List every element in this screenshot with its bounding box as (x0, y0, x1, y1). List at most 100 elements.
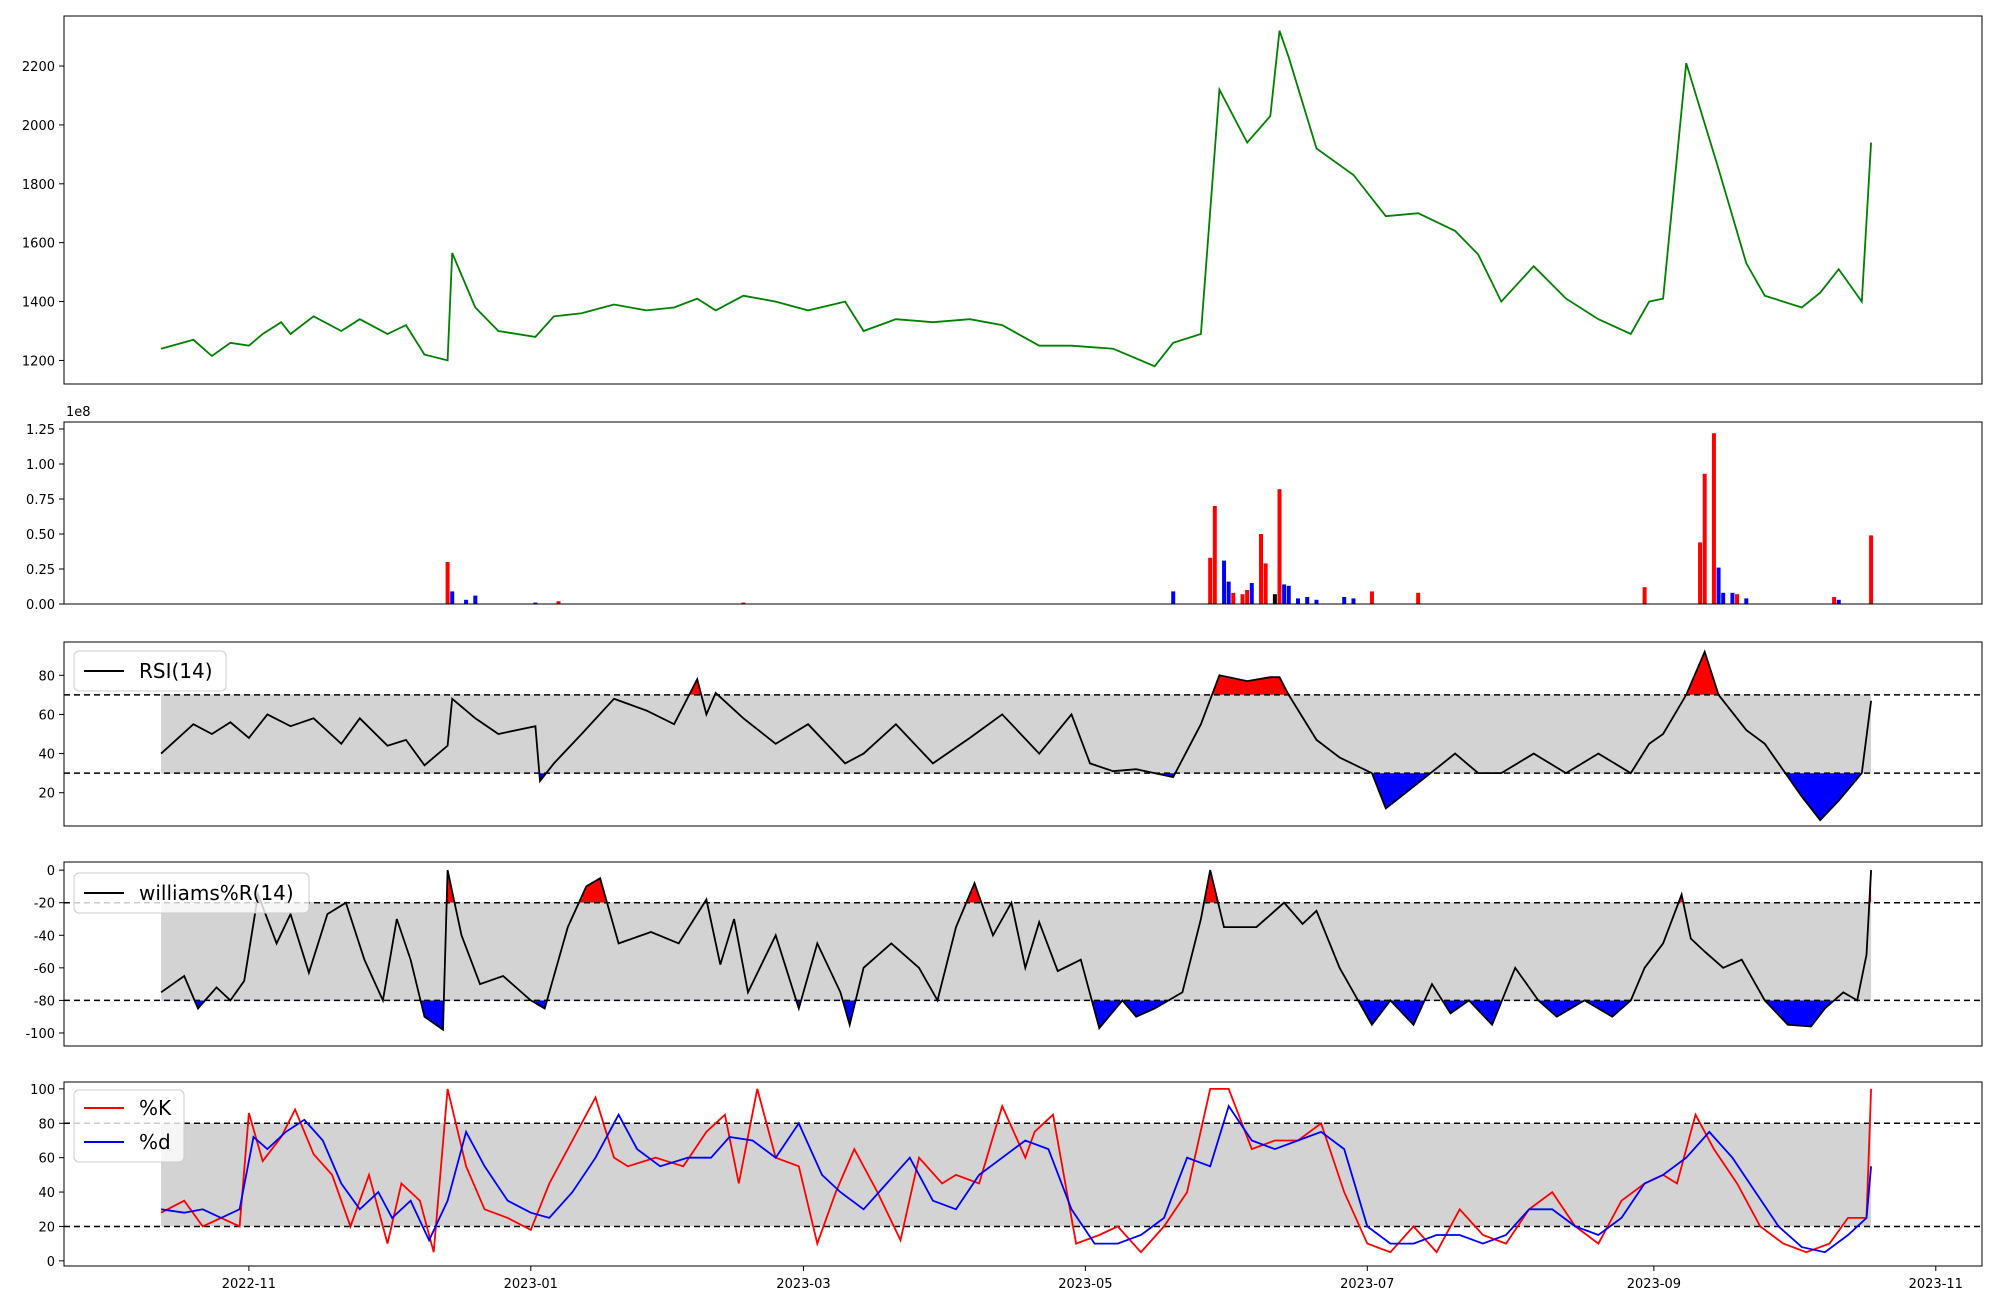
d-line (160, 1104, 1872, 1254)
y-tick-label: -40 (34, 929, 55, 944)
y-tick-label: 0.75 (26, 493, 55, 508)
volume-bar (1369, 591, 1374, 604)
stochastic-legend: %K %d (73, 1089, 185, 1163)
overbought-fill (161, 870, 1872, 903)
axes-frame (63, 1081, 1983, 1267)
volume-bar (1735, 594, 1740, 604)
y-tick-label: 2000 (22, 119, 55, 134)
y-tick-label: -100 (25, 1027, 55, 1042)
volume-bar (1721, 592, 1726, 604)
y-tick-label: -60 (34, 962, 55, 977)
y-tick-label: 100 (30, 1083, 55, 1098)
neutral-band (161, 1123, 1872, 1227)
volume-bar (1212, 506, 1217, 604)
volume-bar (1259, 534, 1264, 604)
y-tick-label: 20 (38, 1220, 55, 1235)
x-tick-label: 2022-11 (222, 1277, 276, 1292)
y-tick-label: 20 (38, 787, 55, 802)
axes-frame (63, 861, 1983, 1047)
volume-bar (556, 601, 561, 604)
y-tick-label: 80 (38, 1117, 55, 1132)
y-tick-label: 1.00 (26, 458, 55, 473)
volume-bar (1208, 557, 1213, 604)
x-tick-label: 2023-09 (1627, 1277, 1681, 1292)
y-tick-label: 40 (38, 748, 55, 763)
volume-bar (1730, 592, 1735, 604)
volume-bar (1698, 542, 1703, 604)
volume-bar (1744, 598, 1749, 604)
volume-bar (1249, 583, 1254, 604)
neutral-band (161, 694, 1872, 774)
y-tick-label: 60 (38, 708, 55, 723)
y-tick-label: -20 (34, 897, 55, 912)
x-tick-label: 2023-05 (1058, 1277, 1112, 1292)
y-tick-label: 40 (38, 1186, 55, 1201)
volume-panel: 0.00 0.25 0.50 0.75 1.00 1.25 (26, 421, 1983, 613)
y-tick-label: 0 (47, 1255, 55, 1270)
volume-bar (1277, 489, 1282, 604)
rsi-legend-box (73, 650, 227, 692)
y-tick-label: 0.50 (26, 528, 55, 543)
volume-bar (1711, 433, 1716, 604)
rsi-panel: 20 40 60 80 (38, 641, 1983, 827)
volume-bar (741, 602, 746, 604)
rsi-legend-label: RSI(14) (139, 659, 213, 683)
volume-bar (1342, 597, 1347, 604)
volume-bar (1295, 598, 1300, 604)
volume-bar (1305, 597, 1310, 604)
volume-bar (1245, 590, 1250, 604)
axes-frame (63, 641, 1983, 827)
volume-scale-label: 1e8 (66, 405, 91, 420)
volume-bar (1286, 585, 1291, 604)
volume-bar (1716, 567, 1721, 604)
indicator-line (160, 649, 1872, 822)
rsi-legend: RSI(14) (73, 650, 227, 692)
volume-bar (1282, 584, 1287, 604)
y-tick-label: 1400 (22, 296, 55, 311)
volume-bar (1240, 594, 1245, 604)
d-legend-label: %d (139, 1130, 171, 1154)
volume-bar (445, 562, 450, 604)
price-line (160, 30, 1872, 368)
volume-bar (1642, 587, 1647, 604)
y-tick-label: 1.25 (26, 423, 55, 438)
williams-legend: williams%R(14) (73, 872, 310, 914)
k-legend-label: %K (139, 1096, 172, 1120)
volume-bar (1351, 598, 1356, 604)
axes-frame (63, 15, 1983, 385)
volume-bar (1231, 592, 1236, 604)
volume-bar (1263, 563, 1268, 604)
axes-frame (63, 421, 1983, 605)
volume-bar (1226, 581, 1231, 604)
y-tick-label: 1200 (22, 354, 55, 369)
volume-bar (1832, 597, 1837, 604)
y-tick-label: 1600 (22, 237, 55, 252)
volume-bar (1869, 535, 1874, 604)
y-tick-label: 0 (47, 864, 55, 879)
volume-bar (1702, 473, 1707, 604)
y-tick-label: -80 (34, 994, 55, 1009)
stochastic-panel: 0 20 40 60 80 100 (30, 1081, 1983, 1270)
volume-bar (1171, 591, 1176, 604)
volume-bar (1416, 592, 1421, 604)
volume-bar (1222, 560, 1227, 604)
y-tick-label: 2200 (22, 60, 55, 75)
williams-legend-box (73, 872, 310, 914)
volume-bar (450, 591, 455, 604)
indicator-line (160, 869, 1872, 1032)
y-tick-label: 1800 (22, 178, 55, 193)
x-axis: 2022-11 2023-01 2023-03 2023-05 2023-07 2023-… (222, 1266, 1963, 1292)
x-tick-label: 2023-01 (504, 1277, 558, 1292)
volume-bar (464, 599, 469, 604)
y-tick-label: 0.25 (26, 563, 55, 578)
y-tick-label: 60 (38, 1152, 55, 1167)
williams-legend-label: williams%R(14) (139, 881, 294, 905)
price-panel: 1200 1400 1600 1800 2000 2200 (22, 15, 1983, 385)
x-tick-label: 2023-11 (1909, 1277, 1963, 1292)
k-line (160, 1088, 1872, 1254)
volume-bar (1314, 599, 1319, 604)
volume-bar (1272, 594, 1277, 604)
x-tick-label: 2023-07 (1340, 1277, 1394, 1292)
